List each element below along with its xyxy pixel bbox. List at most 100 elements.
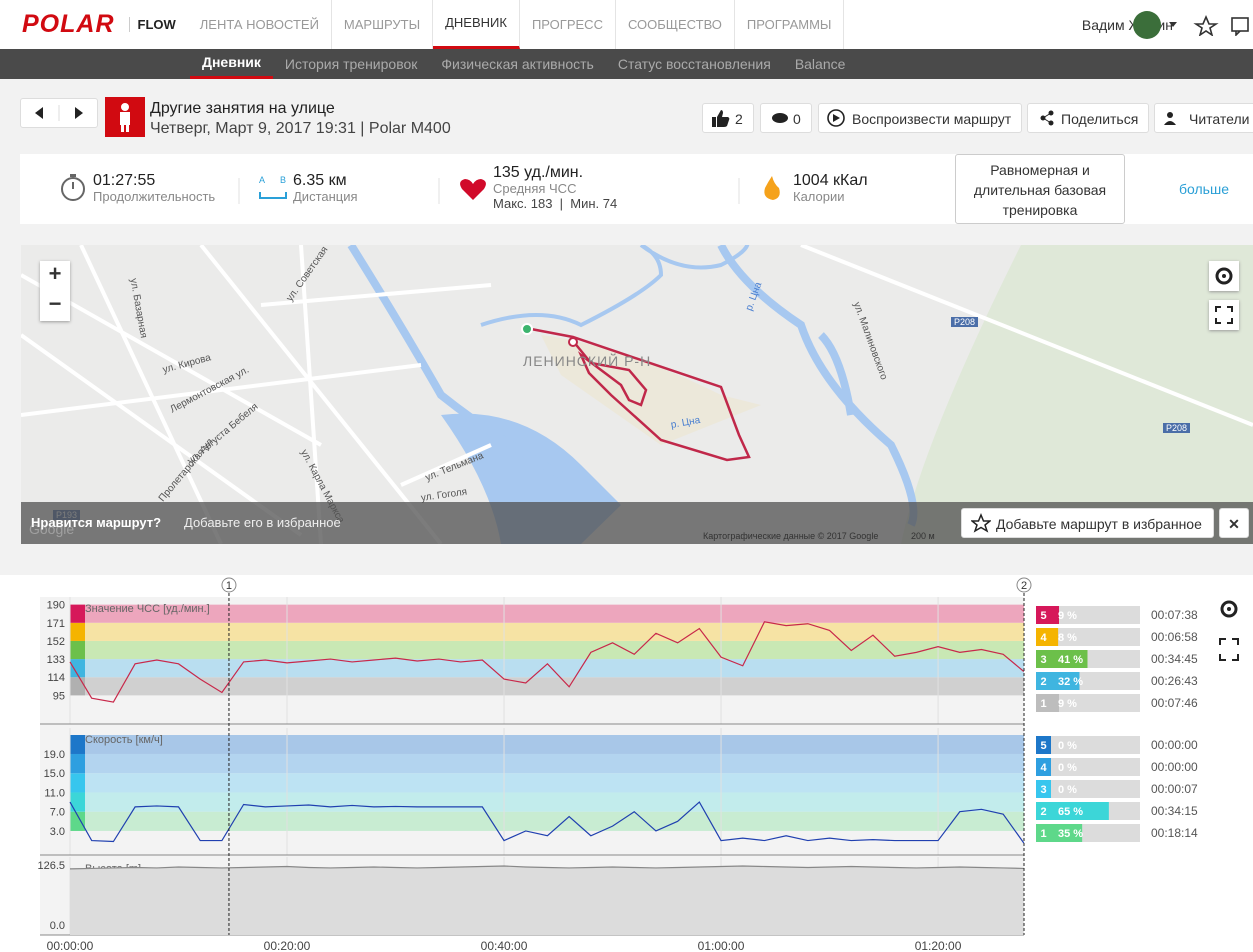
- share-button[interactable]: Поделиться: [1027, 103, 1150, 133]
- zone-band: [70, 622, 1024, 641]
- zone-number-box: [1036, 694, 1051, 712]
- area: [70, 866, 1024, 935]
- sport-icon: [105, 97, 145, 137]
- zone-bar: [1051, 650, 1088, 668]
- zone-number: 1: [1040, 828, 1046, 840]
- followers-button[interactable]: Читатели: [1154, 103, 1253, 133]
- y-tick-label: 171: [47, 618, 65, 630]
- zone-number: 5: [1040, 610, 1046, 622]
- calories: 1004 кКал: [793, 172, 868, 189]
- panel-title: Значение ЧСС [уд./мин.]: [85, 603, 210, 615]
- x-tick-label: 00:40:00: [481, 939, 528, 952]
- sub-nav-item[interactable]: Физическая активность: [441, 56, 594, 72]
- y-tick-label: 152: [47, 636, 65, 648]
- sub-nav-item[interactable]: Статус восстановления: [617, 56, 771, 72]
- likes[interactable]: 2: [702, 103, 754, 133]
- sub-nav-item[interactable]: Дневник: [190, 49, 273, 79]
- zone-number: 2: [1040, 676, 1046, 688]
- zone-band: [70, 677, 1024, 696]
- map-label: P208: [951, 317, 979, 327]
- zone-time: 00:18:14: [1151, 826, 1198, 840]
- zone-swatch: [70, 735, 85, 754]
- sub-nav-item[interactable]: Balance: [794, 56, 846, 72]
- summary-icons: [61, 174, 780, 204]
- star-icon: [971, 513, 991, 533]
- lap-marker: [1016, 577, 1032, 593]
- attribution: Картографические данные © 2017 Google: [703, 531, 879, 541]
- distance-a: A: [259, 175, 266, 185]
- zone-swatch: [70, 811, 85, 831]
- zone-band: [70, 604, 1024, 623]
- map-drawing: [21, 245, 1253, 544]
- zone-swatch: [70, 677, 85, 696]
- top-bar: POLAR FLOW ЛЕНТА НОВОСТЕЙ МАРШРУТЫ ДНЕВН…: [0, 0, 1253, 49]
- zone-number: 3: [1040, 784, 1046, 796]
- session-title: Другие занятия на улице: [150, 100, 335, 117]
- close-banner[interactable]: ✕: [1219, 508, 1249, 538]
- zone-number: 4: [1040, 762, 1047, 774]
- map[interactable]: + − ул. Базарная ул. Кирова Лермонтовская …: [21, 245, 1253, 544]
- x-tick-label: 01:00:00: [698, 939, 745, 952]
- distance-b: B: [280, 175, 287, 185]
- zone-percent: 41 %: [1058, 654, 1083, 666]
- zone-band: [70, 735, 1024, 754]
- y-tick-label: 0.0: [50, 920, 65, 932]
- zone-bar-bg: [1051, 628, 1140, 646]
- nav-item[interactable]: МАРШРУТЫ: [332, 0, 434, 49]
- zone-swatch: [70, 792, 85, 812]
- zoom-out[interactable]: −: [48, 291, 62, 316]
- nav-item[interactable]: СООБЩЕСТВО: [616, 0, 735, 49]
- zone-number-box: [1036, 758, 1051, 776]
- banner-text: Добавьте его в избранное: [184, 515, 341, 530]
- zone-time: 00:26:43: [1151, 674, 1198, 688]
- x-tick-label: 00:20:00: [264, 939, 311, 952]
- map-label: P208: [1163, 423, 1191, 433]
- more-link[interactable]: больше: [1179, 181, 1229, 197]
- nav-item[interactable]: ПРОГРАММЫ: [735, 0, 845, 49]
- session-subtitle: Четверг, Март 9, 2017 19:31 | Polar M400: [150, 120, 451, 137]
- map-settings[interactable]: [1209, 261, 1239, 291]
- replay-button[interactable]: Воспроизвести маршрут: [818, 103, 1023, 133]
- zone-swatch: [70, 659, 85, 678]
- zone-bar-bg: [1051, 758, 1140, 776]
- map-fullscreen[interactable]: [1209, 300, 1239, 330]
- zone-percent: 9 %: [1058, 610, 1077, 622]
- lap-marker: [221, 577, 237, 593]
- sub-nav-item[interactable]: История тренировок: [284, 56, 418, 72]
- zone-number-box: [1036, 780, 1051, 798]
- zone-bar-bg: [1051, 694, 1140, 712]
- zone-number: 4: [1040, 632, 1047, 644]
- zone-time: 00:00:00: [1151, 738, 1198, 752]
- zone-swatch: [70, 640, 85, 660]
- zone-band: [70, 792, 1024, 812]
- y-tick-label: 95: [53, 690, 65, 702]
- training-benefit[interactable]: Равномерная и длительная базовая трениро…: [955, 154, 1125, 224]
- zone-percent: 65 %: [1058, 806, 1083, 818]
- zone-time: 00:00:07: [1151, 782, 1198, 796]
- zone-bar-bg: [1051, 736, 1140, 754]
- panel-title: Скорость [км/ч]: [85, 734, 163, 746]
- zone-bar: [1051, 694, 1060, 712]
- nav-item[interactable]: ДНЕВНИК: [433, 0, 520, 49]
- zone-swatch: [70, 622, 85, 641]
- zone-swatch: [70, 604, 85, 623]
- zone-swatch: [70, 773, 85, 793]
- prev-next[interactable]: [20, 98, 98, 128]
- x-tick-label: 01:20:00: [915, 939, 962, 952]
- nav-item[interactable]: ПРОГРЕСС: [520, 0, 616, 49]
- zoom-control: [40, 261, 70, 321]
- avatar[interactable]: [1133, 11, 1161, 39]
- zone-time: 00:06:58: [1151, 630, 1198, 644]
- x-tick-label: 00:00:00: [47, 939, 94, 952]
- zoom-in[interactable]: +: [48, 261, 62, 286]
- logo[interactable]: POLAR: [22, 10, 115, 38]
- nav-item[interactable]: ЛЕНТА НОВОСТЕЙ: [188, 0, 332, 49]
- zone-percent: 0 %: [1058, 762, 1077, 774]
- add-favorite[interactable]: Добавьте маршрут в избранное: [961, 508, 1214, 538]
- zone-band: [70, 811, 1024, 831]
- zone-number-box: [1036, 736, 1051, 754]
- avg-hr-label: Средняя ЧСС: [493, 181, 577, 196]
- zone-time: 00:07:46: [1151, 696, 1198, 710]
- zone-number: 5: [1040, 740, 1046, 752]
